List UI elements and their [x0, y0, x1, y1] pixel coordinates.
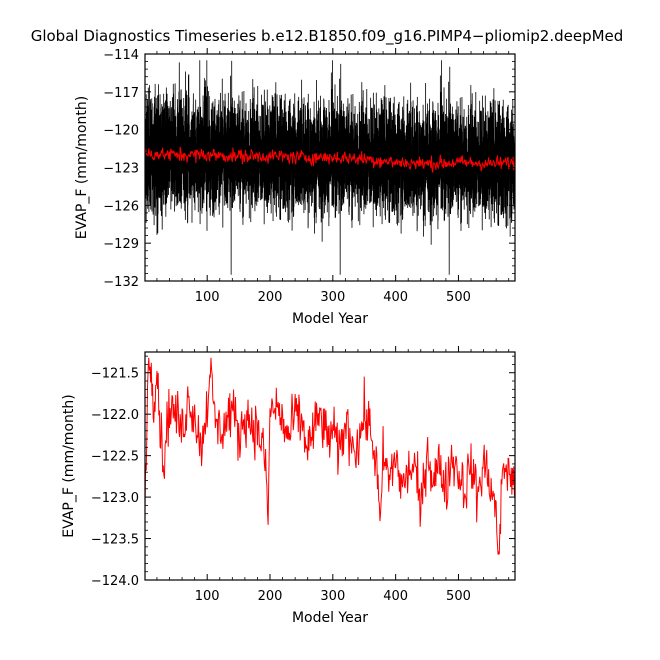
y-tick-label: −122.0: [91, 408, 139, 423]
y-tick-label: −132: [103, 275, 139, 290]
top-panel: 100 200 300 400 500 −132 −129 −126 −123 −120 −117 −…: [74, 48, 516, 327]
x-tick-label: 500: [446, 589, 471, 604]
x-tick-label: 400: [383, 290, 408, 305]
bottom-panel: 100 200 300 400 500 −124.0 −123.5 −123.0 −122.5 −…: [61, 346, 516, 626]
bottom-x-axis-label: Model Year: [292, 610, 368, 626]
y-tick-label: −114: [103, 48, 139, 63]
y-tick-label: −117: [103, 86, 139, 101]
top-x-axis-label: Model Year: [292, 311, 368, 327]
y-tick-label: −121.5: [91, 367, 139, 382]
y-tick-label: −126: [103, 199, 139, 214]
bottom-axis-ticks: 100 200 300 400 500 −124.0 −123.5 −123.0 −122.5 −…: [91, 346, 515, 604]
x-tick-label: 400: [383, 589, 408, 604]
bottom-plot-frame: [144, 351, 516, 581]
annual-series-line-0: [145, 146, 515, 173]
monthly-series-line-0: [145, 60, 515, 275]
x-tick-label: 300: [320, 290, 345, 305]
bottom-y-axis-label: EVAP_F (mm/month): [61, 394, 77, 537]
y-tick-label: −123.5: [91, 533, 139, 548]
x-tick-label: 500: [446, 290, 471, 305]
bottom-plot-marks: [145, 357, 515, 555]
top-y-axis-label: EVAP_F (mm/month): [74, 96, 90, 239]
chart-title: Global Diagnostics Timeseries b.e12.B185…: [31, 27, 624, 46]
y-tick-label: −120: [103, 124, 139, 139]
annual-series-line-1: [145, 357, 515, 555]
y-tick-label: −129: [103, 237, 139, 252]
x-tick-label: 100: [195, 290, 220, 305]
x-tick-label: 200: [258, 589, 283, 604]
y-tick-label: −122.5: [91, 450, 139, 465]
x-tick-label: 300: [320, 589, 345, 604]
y-tick-label: −123: [103, 162, 139, 177]
x-tick-label: 100: [195, 589, 220, 604]
y-tick-label: −124.0: [91, 574, 139, 589]
top-plot-marks: [145, 60, 515, 275]
x-tick-label: 200: [258, 290, 283, 305]
y-tick-label: −123.0: [91, 491, 139, 506]
top-axis-ticks: 100 200 300 400 500 −132 −129 −126 −123 −120 −117 −…: [103, 48, 515, 305]
